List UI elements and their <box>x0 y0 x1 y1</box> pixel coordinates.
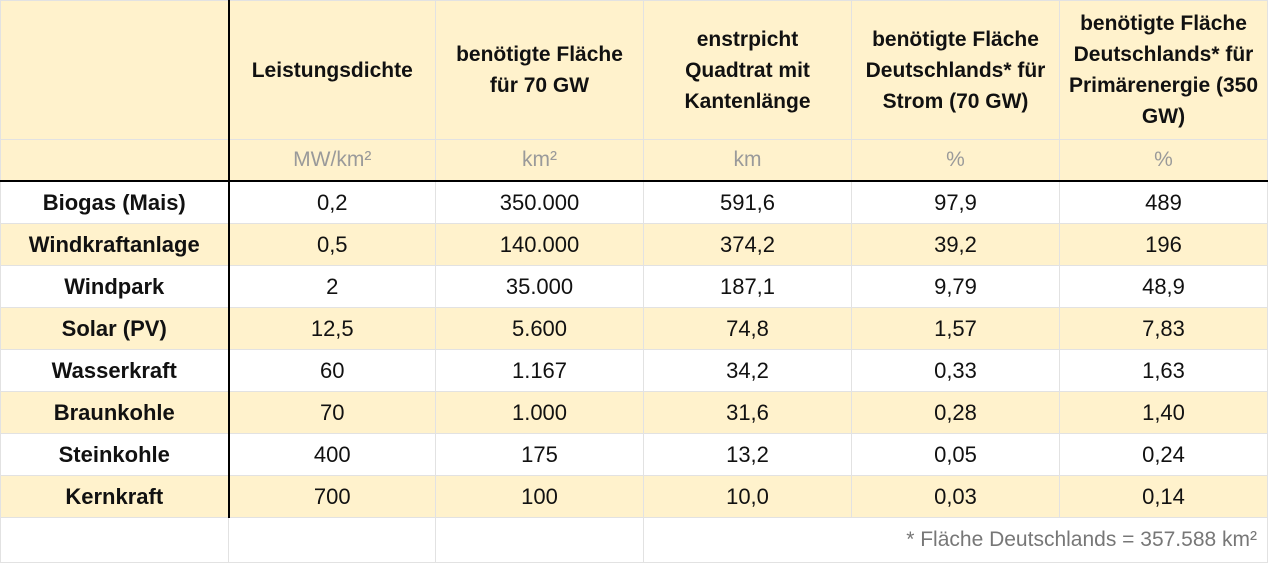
data-cell[interactable]: 31,6 <box>643 391 852 434</box>
data-cell[interactable]: 1,40 <box>1059 391 1268 434</box>
data-cell[interactable]: 0,28 <box>851 391 1060 434</box>
header-cell[interactable]: benötigte Fläche Deutschlands* für Primä… <box>1059 0 1268 140</box>
data-cell[interactable]: 9,79 <box>851 265 1060 308</box>
row-label-cell[interactable]: Steinkohle <box>0 433 230 476</box>
data-cell[interactable]: 0,24 <box>1059 433 1268 476</box>
data-cell[interactable]: 74,8 <box>643 307 852 350</box>
data-cell[interactable]: 350.000 <box>435 180 644 224</box>
data-cell[interactable]: 0,03 <box>851 475 1060 518</box>
header-label: benötigte Fläche Deutschlands* für Primä… <box>1068 12 1259 128</box>
row-label-cell[interactable]: Wasserkraft <box>0 349 230 392</box>
data-cell[interactable]: 12,5 <box>228 307 436 350</box>
table-row: Kernkraft 700 100 10,0 0,03 0,14 <box>0 475 1268 518</box>
empty-cell[interactable] <box>435 517 644 563</box>
data-cell[interactable]: 0,33 <box>851 349 1060 392</box>
row-label-cell[interactable]: Windkraftanlage <box>0 223 230 266</box>
data-cell[interactable]: 187,1 <box>643 265 852 308</box>
header-cell[interactable]: benötigte Fläche Deutschlands* für Strom… <box>851 0 1060 140</box>
data-cell[interactable]: 2 <box>228 265 436 308</box>
data-cell[interactable]: 60 <box>228 349 436 392</box>
data-cell[interactable]: 5.600 <box>435 307 644 350</box>
data-cell[interactable]: 1,63 <box>1059 349 1268 392</box>
data-cell[interactable]: 591,6 <box>643 180 852 224</box>
header-cell[interactable]: benötigte Fläche für 70 GW <box>435 0 644 140</box>
unit-cell[interactable]: km <box>643 139 852 182</box>
data-cell[interactable]: 97,9 <box>851 180 1060 224</box>
table-row: Steinkohle 400 175 13,2 0,05 0,24 <box>0 433 1268 476</box>
unit-cell[interactable]: % <box>851 139 1060 182</box>
data-cell[interactable]: 13,2 <box>643 433 852 476</box>
data-cell[interactable]: 0,14 <box>1059 475 1268 518</box>
header-cell[interactable]: enstrpicht Quadtrat mit Kantenlänge <box>643 0 852 140</box>
footnote: * Fläche Deutschlands = 357.588 km² <box>643 517 1268 563</box>
data-cell[interactable]: 0,2 <box>228 180 436 224</box>
table-row: Windkraftanlage 0,5 140.000 374,2 39,2 196 <box>0 223 1268 266</box>
header-label: enstrpicht Quadtrat mit Kantenlänge <box>684 27 811 113</box>
row-label-cell[interactable]: Solar (PV) <box>0 307 230 350</box>
data-cell[interactable]: 1,57 <box>851 307 1060 350</box>
unit-cell[interactable]: km² <box>435 139 644 182</box>
data-cell[interactable]: 400 <box>228 433 436 476</box>
empty-cell[interactable] <box>0 517 229 563</box>
header-cell[interactable] <box>0 0 230 140</box>
row-label-cell[interactable]: Biogas (Mais) <box>0 180 230 224</box>
data-cell[interactable]: 70 <box>228 391 436 434</box>
empty-cell[interactable] <box>228 517 436 563</box>
data-cell[interactable]: 7,83 <box>1059 307 1268 350</box>
header-row: Leistungsdichte benötigte Fläche für 70 … <box>0 0 1268 140</box>
header-label: Leistungsdichte <box>251 58 413 82</box>
header-label: benötigte Fläche Deutschlands* für Strom… <box>865 27 1046 113</box>
table-row: Wasserkraft 60 1.167 34,2 0,33 1,63 <box>0 349 1268 392</box>
header-label: benötigte Fläche für 70 GW <box>456 43 623 97</box>
unit-row: MW/km² km² km % % <box>0 139 1268 182</box>
data-cell[interactable]: 1.167 <box>435 349 644 392</box>
table-row: Windpark 2 35.000 187,1 9,79 48,9 <box>0 265 1268 308</box>
data-cell[interactable]: 1.000 <box>435 391 644 434</box>
data-cell[interactable]: 196 <box>1059 223 1268 266</box>
data-cell[interactable]: 489 <box>1059 180 1268 224</box>
data-cell[interactable]: 175 <box>435 433 644 476</box>
row-label-cell[interactable]: Kernkraft <box>0 475 230 518</box>
unit-cell[interactable]: MW/km² <box>228 139 436 182</box>
footnote-row: * Fläche Deutschlands = 357.588 km² <box>0 517 1268 563</box>
data-cell[interactable]: 140.000 <box>435 223 644 266</box>
table-row: Solar (PV) 12,5 5.600 74,8 1,57 7,83 <box>0 307 1268 350</box>
table-row: Braunkohle 70 1.000 31,6 0,28 1,40 <box>0 391 1268 434</box>
data-cell[interactable]: 100 <box>435 475 644 518</box>
unit-cell[interactable] <box>0 139 230 182</box>
data-cell[interactable]: 48,9 <box>1059 265 1268 308</box>
data-cell[interactable]: 700 <box>228 475 436 518</box>
unit-cell[interactable]: % <box>1059 139 1268 182</box>
data-cell[interactable]: 0,05 <box>851 433 1060 476</box>
data-cell[interactable]: 34,2 <box>643 349 852 392</box>
data-cell[interactable]: 0,5 <box>228 223 436 266</box>
data-cell[interactable]: 35.000 <box>435 265 644 308</box>
data-cell[interactable]: 10,0 <box>643 475 852 518</box>
data-cell[interactable]: 374,2 <box>643 223 852 266</box>
table-row: Biogas (Mais) 0,2 350.000 591,6 97,9 489 <box>0 180 1268 224</box>
row-label-cell[interactable]: Windpark <box>0 265 230 308</box>
header-cell[interactable]: Leistungsdichte <box>228 0 436 140</box>
row-label-cell[interactable]: Braunkohle <box>0 391 230 434</box>
data-cell[interactable]: 39,2 <box>851 223 1060 266</box>
